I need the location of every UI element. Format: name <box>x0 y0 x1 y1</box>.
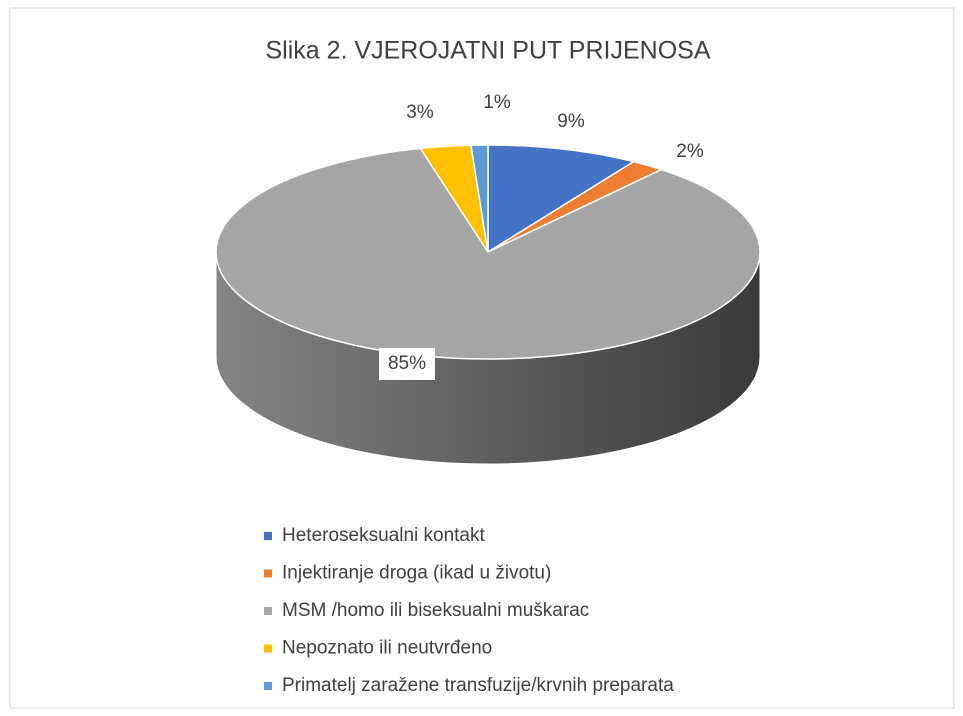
legend-label: MSM /homo ili biseksualni muškarac <box>282 600 589 621</box>
data-label-box <box>379 348 435 380</box>
slice <box>470 144 489 253</box>
legend-label: Injektiranje droga (ikad u životu) <box>282 563 551 584</box>
data-label: 3% <box>406 102 434 123</box>
legend-label: Nepoznato ili neutvrđeno <box>282 638 492 659</box>
data-label: 1% <box>483 92 511 113</box>
chart-title: Slika 2. VJEROJATNI PUT PRIJENOSA <box>265 37 710 65</box>
slice <box>487 144 636 254</box>
data-label: 85% <box>388 353 426 374</box>
legend-marker <box>264 532 272 540</box>
legend-marker <box>264 682 272 690</box>
data-label: 2% <box>676 141 704 162</box>
legend-marker <box>264 644 272 653</box>
legend-label: Heteroseksualni kontakt <box>282 525 485 546</box>
legend-marker <box>264 569 272 578</box>
legend-label: Primatelj zaražene transfuzije/krvnih pr… <box>282 675 674 696</box>
legend-marker <box>264 607 272 615</box>
data-label: 9% <box>557 111 585 132</box>
